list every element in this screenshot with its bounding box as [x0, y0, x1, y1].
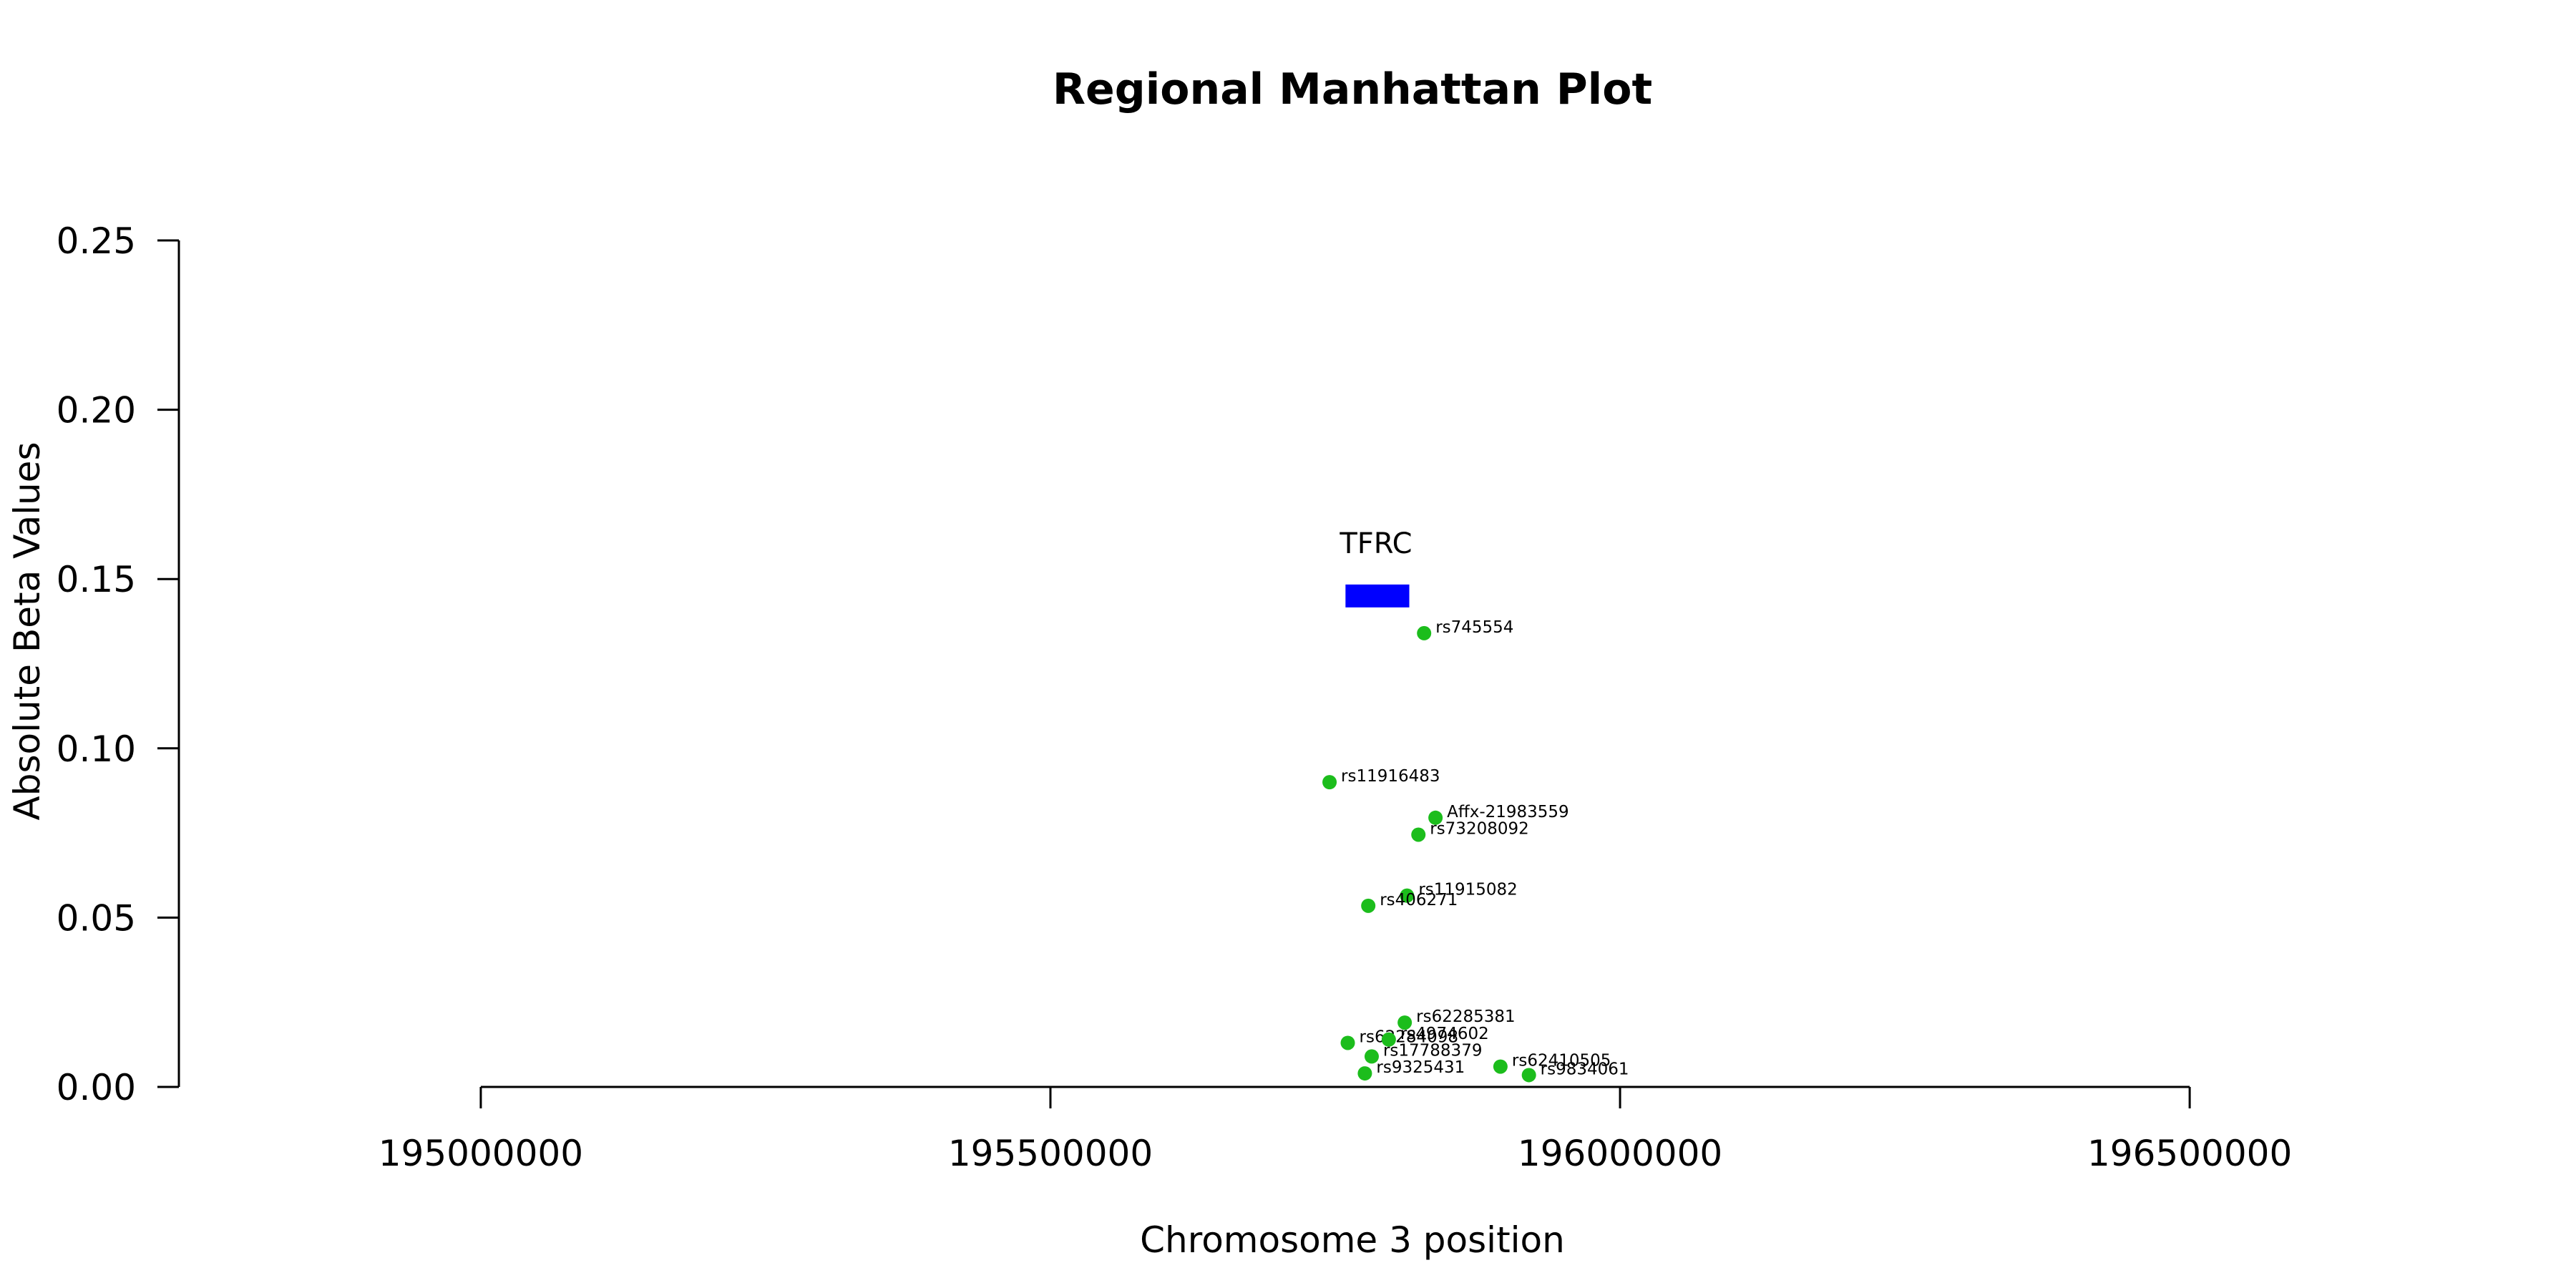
point-label: rs9834061 [1541, 1060, 1629, 1078]
point-label: rs406271 [1380, 891, 1458, 909]
point-label: rs73208092 [1430, 819, 1529, 838]
point-label: rs745554 [1435, 618, 1513, 637]
gene-bar [1345, 584, 1410, 608]
data-point [1417, 625, 1432, 640]
y-tick-label: 0.15 [57, 559, 136, 600]
gene-label: TFRC [1339, 527, 1412, 560]
y-tick-label: 0.00 [57, 1067, 136, 1108]
point-label: rs62284098 [1360, 1028, 1459, 1046]
point-label: rs4974602 [1400, 1025, 1489, 1043]
y-tick-label: 0.20 [57, 390, 136, 431]
y-tick-label: 0.10 [57, 728, 136, 770]
y-tick-label: 0.05 [57, 897, 136, 939]
data-point [1411, 827, 1426, 842]
x-tick-label: 196000000 [1518, 1133, 1722, 1174]
x-axis: 195000000 195500000 196000000 196500000 [379, 1085, 2292, 1174]
data-point [1364, 1049, 1379, 1064]
x-tick-label: 195000000 [379, 1133, 583, 1174]
x-tick-label: 196500000 [2087, 1133, 2292, 1174]
point-label: rs17788379 [1383, 1041, 1483, 1060]
data-points: rs745554 rs11916483 Affx-21983559rs7320809… [1322, 618, 1629, 1083]
data-point [1357, 1066, 1372, 1081]
chart-title: Regional Manhattan Plot [1053, 64, 1652, 114]
point-label: rs62410505 [1512, 1052, 1611, 1070]
data-point [1428, 810, 1443, 825]
point-label: rs9325431 [1376, 1058, 1465, 1077]
point-label: rs62285381 [1416, 1008, 1516, 1026]
data-point [1340, 1035, 1355, 1050]
data-point [1493, 1059, 1508, 1074]
y-axis: 0.00 0.05 0.10 0.15 0.20 0.25 [57, 220, 180, 1108]
gene-track: TFRC [1339, 527, 1413, 608]
point-label: Affx-21983559 [1447, 803, 1569, 821]
x-axis-label: Chromosome 3 position [1140, 1219, 1565, 1261]
data-point [1521, 1068, 1536, 1083]
x-tick-label: 195500000 [948, 1133, 1153, 1174]
data-point [1400, 888, 1415, 903]
point-label: rs11916483 [1341, 767, 1440, 786]
y-axis-label: Absolute Beta Values [6, 442, 48, 821]
data-point [1322, 775, 1337, 790]
data-point [1381, 1032, 1396, 1047]
point-label: rs11915082 [1418, 881, 1518, 899]
data-point [1397, 1015, 1413, 1030]
data-point [1361, 898, 1376, 913]
y-tick-label: 0.25 [57, 220, 136, 262]
